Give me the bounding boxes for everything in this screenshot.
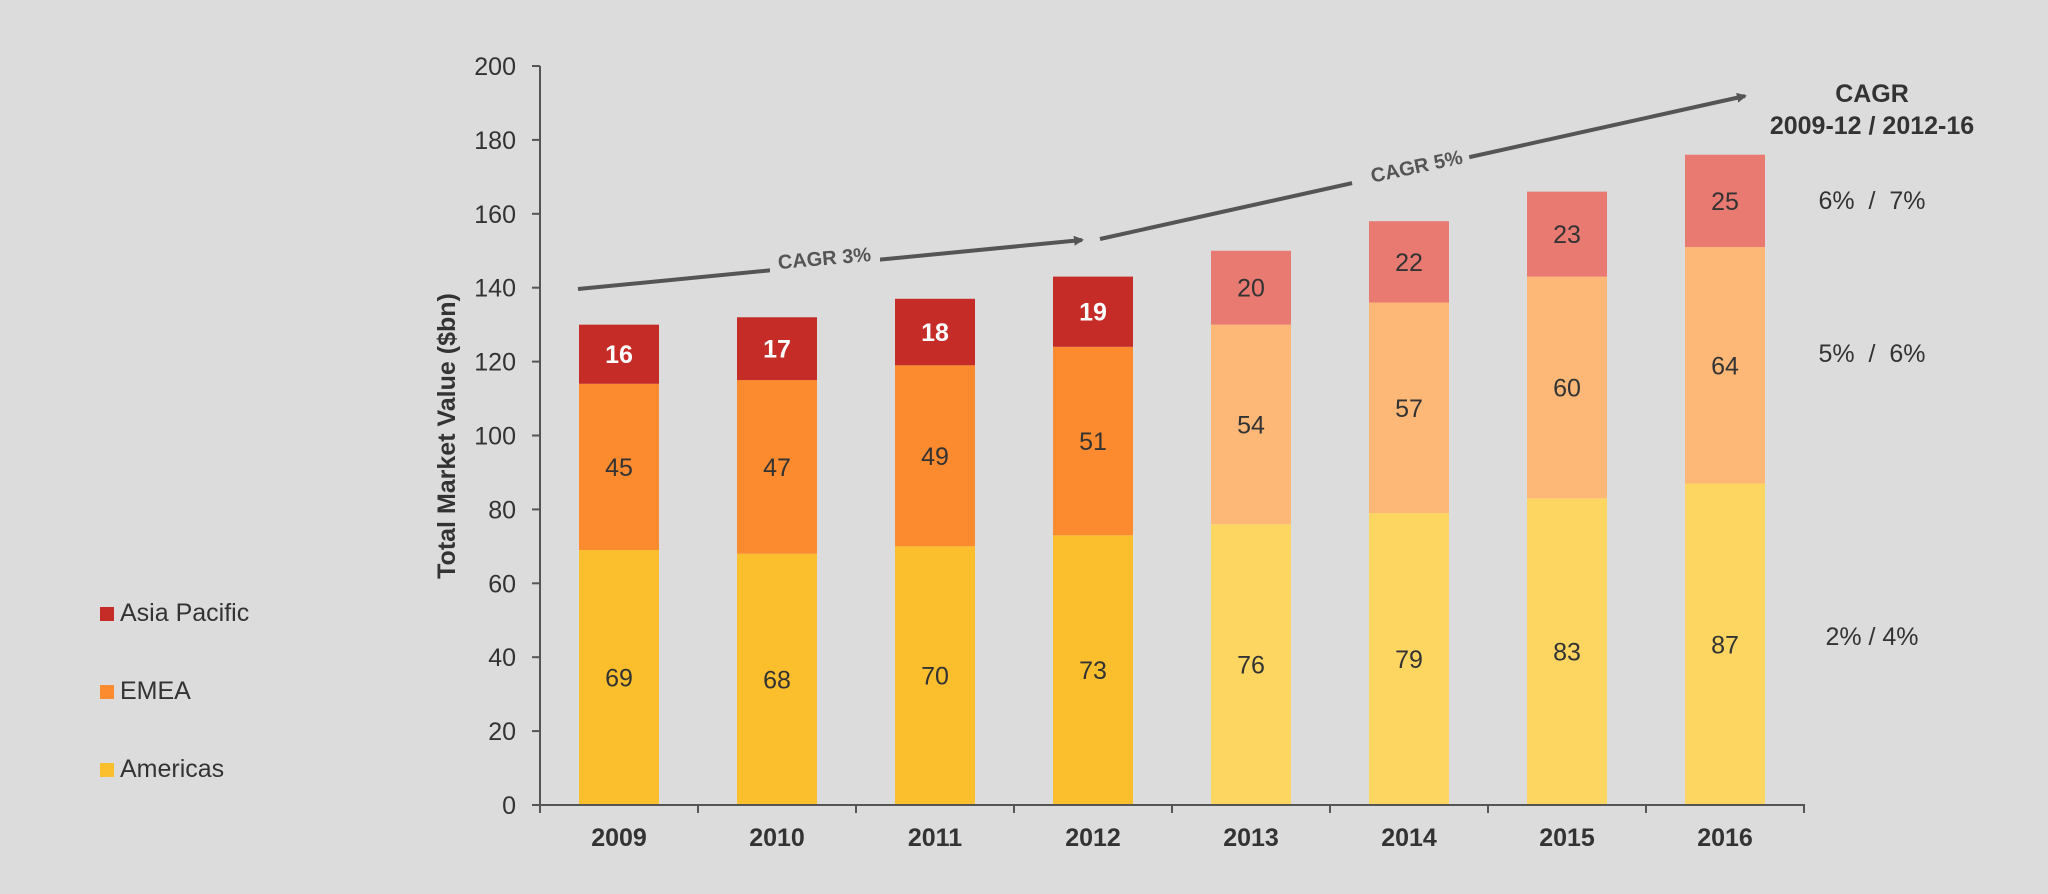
data-label-apac-2016: 25 (1711, 188, 1739, 216)
y-tick-label-200: 200 (474, 53, 516, 81)
cagr-3-label-bg (770, 248, 880, 278)
bar-segment-apac-2013 (1211, 250, 1291, 325)
data-label-americas-2015: 83 (1553, 639, 1581, 667)
x-tick-label-2009: 2009 (591, 824, 647, 852)
y-tick-label-60: 60 (488, 570, 516, 598)
bar-segment-apac-2015 (1527, 191, 1607, 277)
data-label-emea-2016: 64 (1711, 352, 1739, 380)
bar-segment-emea-2014 (1369, 302, 1449, 514)
legend-item-asia-pacific: Asia Pacific (100, 599, 249, 628)
data-label-americas-2016: 87 (1711, 631, 1739, 659)
x-tick-label-2010: 2010 (749, 824, 805, 852)
legend-item-americas: Americas (100, 755, 224, 784)
bar-segment-americas-2015 (1527, 498, 1607, 805)
data-label-americas-2014: 79 (1395, 646, 1423, 674)
bar-segment-emea-2013 (1211, 324, 1291, 525)
bar-segment-apac-2016 (1685, 154, 1765, 248)
x-tick-label-2012: 2012 (1065, 824, 1121, 852)
legend-item-emea: EMEA (100, 677, 191, 706)
y-tick-label-80: 80 (488, 496, 516, 524)
x-tick-label-2011: 2011 (908, 824, 962, 852)
bar-segment-americas-2011 (895, 546, 975, 805)
legend-swatch-emea (100, 684, 114, 699)
x-tick-label-2016: 2016 (1697, 824, 1753, 852)
y-tick-label-40: 40 (488, 644, 516, 672)
data-label-emea-2013: 54 (1237, 411, 1265, 439)
bar-segment-emea-2016 (1685, 247, 1765, 484)
cagr-apac-value: 6% / 7% (1819, 187, 1926, 215)
data-label-apac-2010: 17 (763, 336, 791, 364)
data-label-emea-2012: 51 (1079, 428, 1107, 456)
cagr-emea-value: 5% / 6% (1819, 340, 1926, 368)
legend-swatch-asia-pacific (100, 606, 114, 621)
bar-segment-apac-2010 (737, 317, 817, 381)
bar-segment-apac-2012 (1053, 276, 1133, 347)
cagr-5-label-bg (1347, 137, 1473, 197)
x-tick-label-2015: 2015 (1539, 824, 1595, 852)
bar-segment-americas-2012 (1053, 535, 1133, 805)
bar-segment-emea-2015 (1527, 276, 1607, 499)
bar-segment-emea-2010 (737, 380, 817, 554)
cagr-americas-value: 2% / 4% (1825, 623, 1918, 651)
bar-segment-emea-2012 (1053, 346, 1133, 536)
cagr-header-line1: CAGR (1835, 80, 1909, 108)
data-label-apac-2015: 23 (1553, 221, 1581, 249)
data-label-americas-2010: 68 (763, 666, 791, 694)
bar-segment-americas-2010 (737, 553, 817, 805)
bar-segment-americas-2014 (1369, 513, 1449, 805)
bar-segment-emea-2009 (579, 383, 659, 551)
legend-swatch-americas (100, 762, 114, 777)
y-tick-label-20: 20 (488, 718, 516, 746)
data-label-emea-2014: 57 (1395, 395, 1423, 423)
legend-label-americas: Americas (120, 755, 225, 783)
data-label-emea-2010: 47 (763, 454, 791, 482)
legend-label-asia-pacific: Asia Pacific (120, 599, 250, 627)
data-label-emea-2015: 60 (1553, 374, 1581, 402)
y-tick-label-100: 100 (474, 423, 516, 451)
y-tick-label-140: 140 (474, 275, 516, 303)
bar-segment-emea-2011 (895, 365, 975, 547)
bars-group: 69 45 16 68 47 17 70 49 18 73 51 19 76 54 20 79 57 22 83 60… (579, 154, 1765, 805)
y-tick-label-180: 180 (474, 127, 516, 155)
bar-segment-americas-2016 (1685, 483, 1765, 805)
bar-segment-apac-2014 (1369, 221, 1449, 303)
bar-segment-americas-2009 (579, 550, 659, 805)
axes-group: 2009 2010 2011 2012 2013 2014 2015 201602040608… (474, 53, 1805, 852)
x-tick-label-2013: 2013 (1223, 824, 1279, 852)
x-tick-label-2014: 2014 (1381, 824, 1437, 852)
data-label-apac-2012: 19 (1079, 299, 1107, 327)
data-label-americas-2011: 70 (921, 663, 949, 691)
bar-segment-americas-2013 (1211, 524, 1291, 805)
data-label-emea-2011: 49 (921, 443, 949, 471)
data-label-americas-2012: 73 (1079, 657, 1107, 685)
y-tick-label-120: 120 (474, 349, 516, 377)
data-label-americas-2013: 76 (1237, 652, 1265, 680)
y-tick-label-0: 0 (502, 792, 516, 820)
data-label-apac-2009: 16 (605, 341, 633, 369)
data-label-apac-2013: 20 (1237, 275, 1265, 303)
cagr-header-line2: 2009-12 / 2012-16 (1770, 112, 1974, 140)
data-label-apac-2011: 18 (921, 319, 949, 347)
data-label-emea-2009: 45 (605, 454, 633, 482)
data-label-americas-2009: 69 (605, 665, 633, 693)
legend-label-emea: EMEA (120, 677, 191, 705)
data-label-apac-2014: 22 (1395, 249, 1423, 277)
y-axis-label: Total Market Value ($bn) (433, 293, 461, 579)
bar-segment-apac-2009 (579, 324, 659, 384)
y-tick-label-160: 160 (474, 201, 516, 229)
bar-segment-apac-2011 (895, 298, 975, 366)
